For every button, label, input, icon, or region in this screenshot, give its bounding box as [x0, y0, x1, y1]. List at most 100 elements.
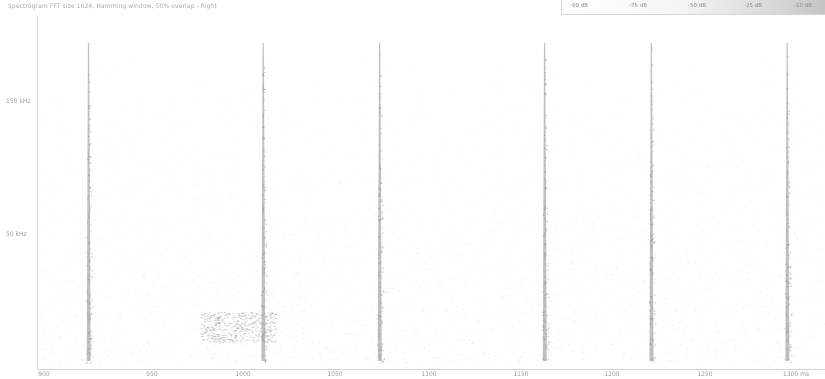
- noise-speck: [230, 323, 233, 325]
- noise-speck: [494, 129, 497, 131]
- noise-speck: [304, 222, 307, 224]
- noise-speck: [110, 337, 113, 339]
- noise-speck: [367, 201, 370, 203]
- noise-speck: [345, 345, 348, 347]
- noise-speck: [686, 314, 688, 316]
- transient-speck: [547, 306, 549, 308]
- noise-speck: [501, 323, 504, 325]
- noise-speck: [357, 99, 360, 101]
- noise-speck: [701, 159, 703, 161]
- noise-speck: [175, 249, 178, 251]
- noise-speck: [82, 348, 85, 350]
- noise-speck: [286, 288, 289, 290]
- transient-speck: [263, 74, 265, 77]
- transient-speck: [263, 91, 265, 93]
- noise-speck: [816, 259, 818, 261]
- transient-speck: [652, 170, 654, 172]
- noise-speck: [609, 268, 612, 270]
- noise-speck: [514, 289, 517, 291]
- transient-speck: [264, 288, 266, 290]
- noise-speck: [690, 189, 693, 191]
- noise-speck: [75, 355, 78, 357]
- noise-speck: [630, 146, 632, 148]
- transient-speck: [264, 237, 266, 239]
- noise-speck: [276, 238, 279, 240]
- noise-speck: [437, 280, 440, 282]
- noise-speck: [453, 288, 455, 290]
- noise-speck: [167, 128, 171, 130]
- transient-speck: [87, 158, 89, 160]
- transient-speck: [786, 55, 788, 57]
- transient-speck: [785, 274, 788, 276]
- transient-speck: [787, 299, 790, 301]
- noise-speck: [281, 248, 283, 250]
- noise-speck: [353, 263, 355, 264]
- noise-speck: [119, 217, 122, 219]
- noise-speck: [442, 287, 445, 289]
- noise-speck: [130, 292, 132, 294]
- transient-speck: [787, 358, 789, 360]
- noise-speck: [618, 226, 621, 228]
- noise-speck: [254, 91, 256, 93]
- noise-speck: [552, 244, 554, 246]
- noise-speck: [244, 340, 247, 342]
- noise-speck: [727, 363, 730, 365]
- noise-speck: [521, 286, 524, 288]
- noise-speck: [787, 129, 789, 131]
- noise-speck: [265, 231, 267, 233]
- noise-speck: [192, 345, 195, 347]
- noise-speck: [203, 339, 206, 340]
- noise-speck: [336, 270, 338, 272]
- noise-speck: [429, 249, 431, 251]
- noise-speck: [558, 283, 561, 285]
- noise-speck: [294, 348, 296, 350]
- noise-speck: [685, 351, 688, 353]
- noise-speck: [519, 281, 522, 283]
- noise-speck: [679, 322, 682, 324]
- spectrogram-plot-area[interactable]: [37, 16, 825, 370]
- noise-speck: [233, 342, 236, 344]
- transient-speck: [788, 123, 790, 126]
- transient-speck: [545, 171, 547, 173]
- noise-speck: [214, 355, 218, 357]
- transient-speck: [791, 313, 793, 315]
- noise-speck: [788, 285, 791, 287]
- noise-speck: [404, 235, 406, 237]
- noise-speck: [71, 173, 75, 175]
- noise-speck: [530, 82, 533, 84]
- noise-speck: [737, 303, 740, 305]
- transient-speck: [382, 217, 384, 219]
- transient-speck: [263, 191, 265, 193]
- noise-speck: [230, 198, 233, 200]
- noise-speck: [257, 336, 260, 338]
- transient-speck: [653, 164, 655, 166]
- noise-speck: [557, 144, 559, 146]
- noise-speck: [380, 101, 382, 103]
- noise-speck: [796, 347, 798, 349]
- noise-speck: [517, 199, 519, 201]
- noise-speck: [255, 313, 258, 315]
- transient-speck: [263, 239, 265, 241]
- noise-speck: [219, 211, 221, 213]
- noise-speck: [578, 71, 581, 73]
- noise-speck: [370, 248, 373, 250]
- noise-speck: [233, 138, 236, 140]
- noise-speck: [300, 184, 302, 186]
- noise-speck: [203, 313, 206, 315]
- noise-speck: [155, 310, 157, 312]
- transient-speck: [788, 222, 790, 225]
- transient-speck: [786, 244, 788, 246]
- transient-speck: [545, 114, 547, 117]
- noise-speck: [134, 198, 137, 200]
- transient-speck: [787, 71, 789, 73]
- noise-speck: [358, 292, 361, 294]
- transient-speck: [379, 238, 381, 240]
- noise-speck: [590, 315, 593, 317]
- noise-speck: [798, 334, 800, 335]
- noise-speck: [273, 313, 276, 315]
- transient-speck: [787, 161, 789, 163]
- noise-speck: [171, 354, 174, 356]
- noise-speck: [101, 318, 104, 320]
- transient-speck: [786, 315, 788, 317]
- noise-speck: [120, 351, 122, 353]
